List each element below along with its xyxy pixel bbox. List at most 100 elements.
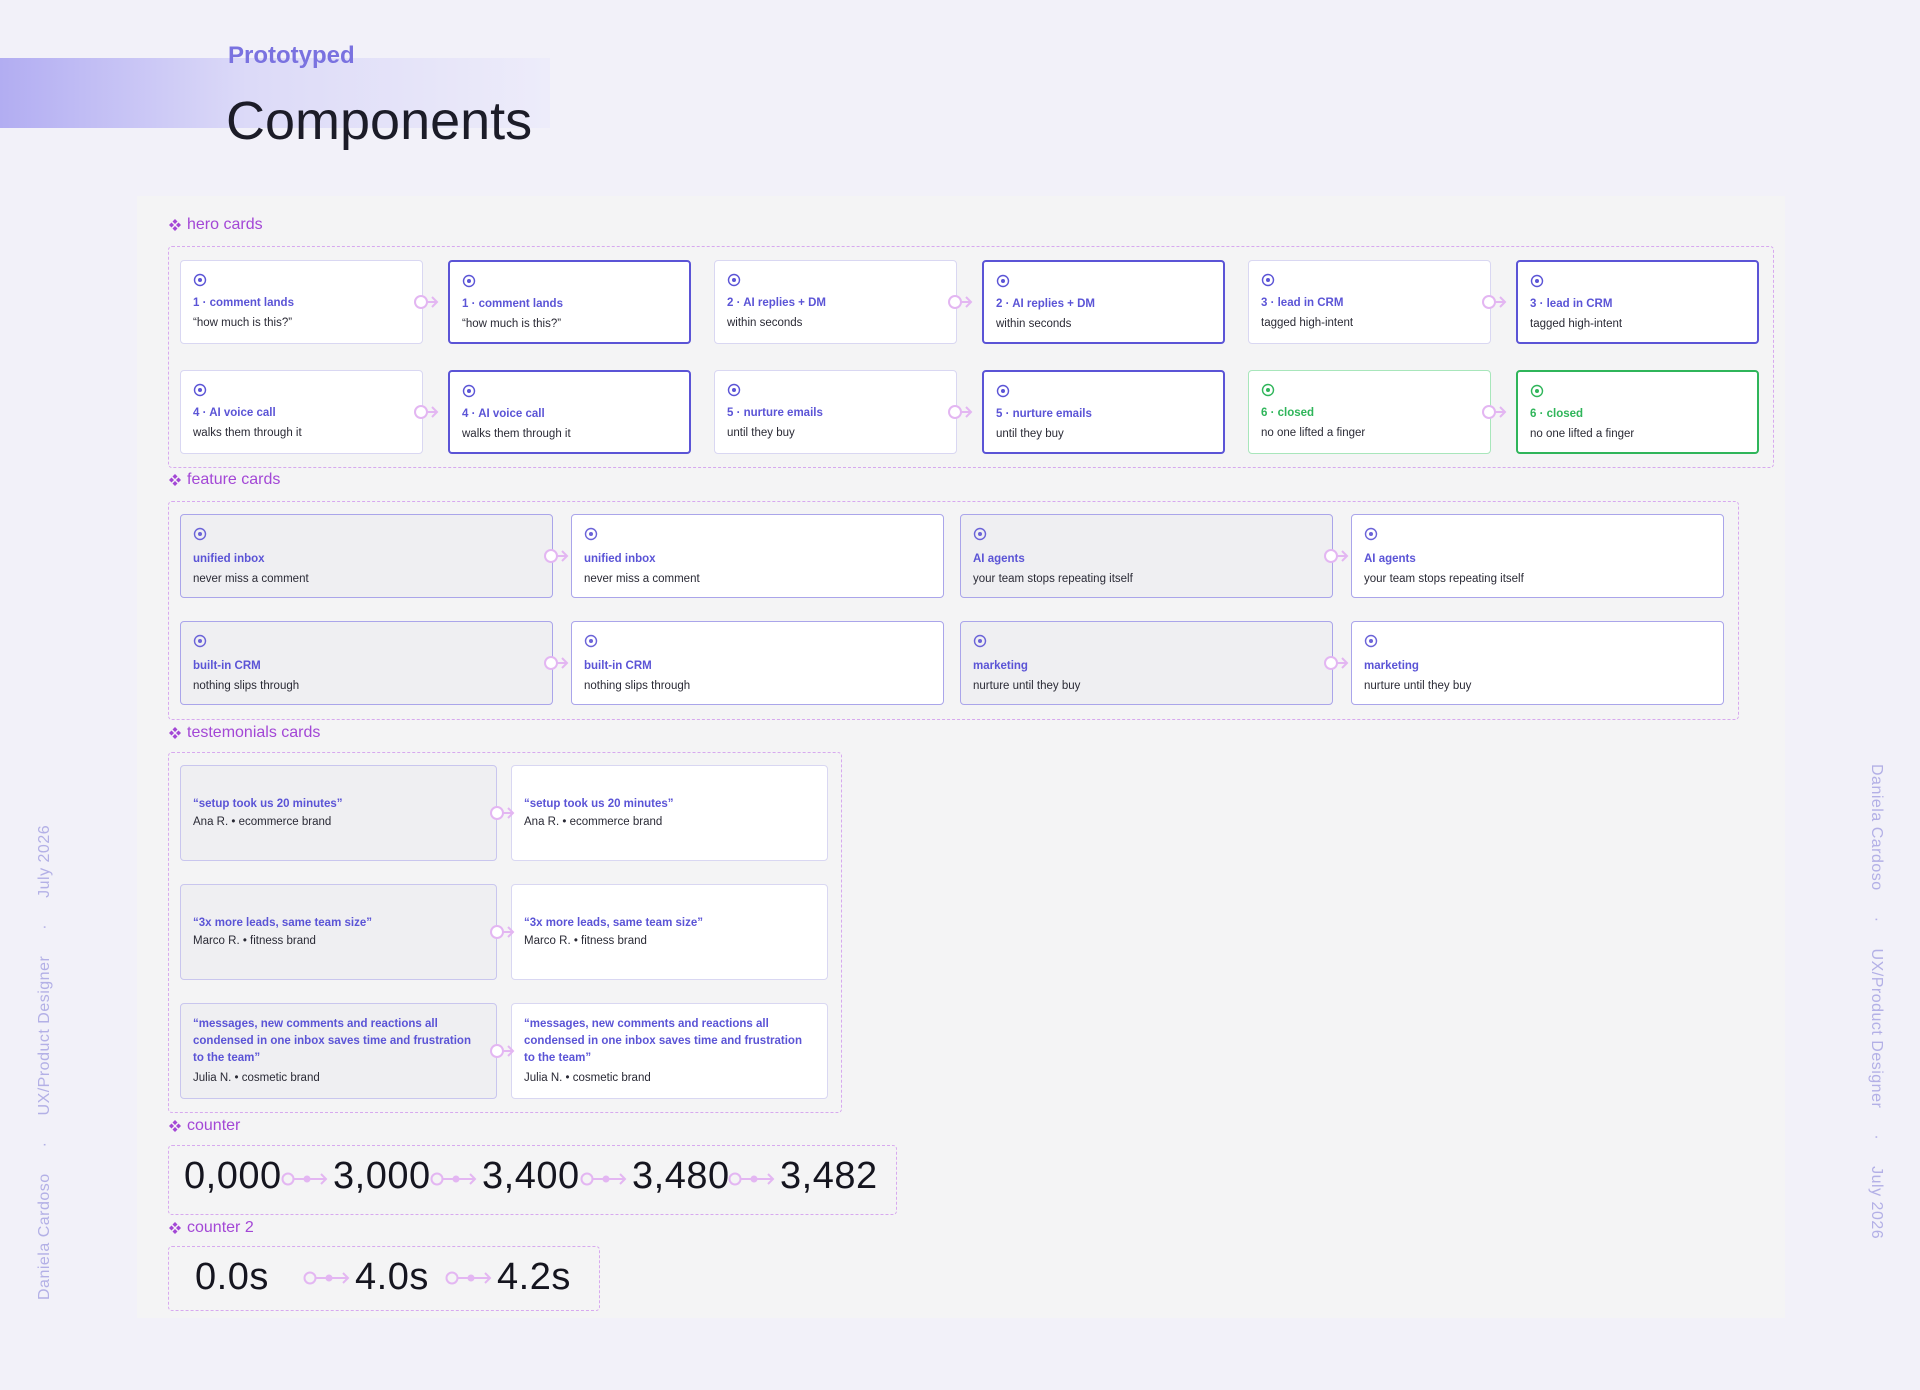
credit-role: UX/Product Designer [1868, 948, 1885, 1109]
connector [1324, 549, 1349, 563]
card-text: tagged high-intent [1261, 317, 1354, 329]
connector [445, 1271, 492, 1284]
card-text: nurture until they buy [973, 680, 1081, 692]
hero-card: 4 · AI voice call walks them through it [448, 370, 691, 454]
counter-value: 0,000 [184, 1155, 282, 1197]
section-title: counter 2 [187, 1219, 254, 1236]
testimonial-author: Ana R. • ecommerce brand [524, 816, 663, 828]
testimonial-author: Marco R. • fitness brand [193, 935, 316, 947]
eyebrow: Prototyped [228, 42, 355, 69]
separator: · [1868, 1134, 1885, 1141]
side-credit: Daniela Cardoso · UX/Product Designer · July… [1867, 764, 1885, 1239]
connector [490, 1044, 515, 1058]
card-title: unified inbox [193, 553, 265, 565]
section-title: testemonials cards [187, 724, 321, 741]
card-text: never miss a comment [193, 573, 309, 585]
icon [462, 384, 476, 398]
connector [303, 1271, 350, 1284]
component-frame [168, 1246, 600, 1311]
section-icon [169, 1120, 181, 1132]
icon [584, 634, 598, 648]
icon [996, 384, 1010, 398]
separator: · [36, 923, 53, 930]
card-text: “how much is this?” [462, 318, 562, 330]
section-label: hero cards [168, 216, 263, 234]
testimonial-quote: “setup took us 20 minutes” [193, 798, 343, 810]
hero-card: 3 · lead in CRM tagged high-intent [1516, 260, 1759, 344]
card-text: nothing slips through [584, 680, 691, 692]
testimonial-quote: “3x more leads, same team size” [524, 917, 703, 929]
card-title: 2 · AI replies + DM [727, 297, 826, 309]
connector [948, 405, 973, 419]
icon [584, 527, 598, 541]
section-title: feature cards [187, 471, 281, 488]
section-icon [169, 219, 181, 231]
icon [1261, 273, 1275, 287]
card-title: 4 · AI voice call [193, 407, 276, 419]
card-title: AI agents [973, 553, 1025, 565]
icon [973, 527, 987, 541]
card-title: 5 · nurture emails [727, 407, 823, 419]
card-title: built-in CRM [193, 660, 261, 672]
credit-author: Daniela Cardoso [36, 1173, 53, 1300]
card-text: until they buy [727, 427, 795, 439]
icon [462, 274, 476, 288]
testimonial-card: “messages, new comments and reactions al… [511, 1003, 828, 1099]
icon [996, 274, 1010, 288]
hero-card: 3 · lead in CRM tagged high-intent [1248, 260, 1491, 344]
component-frame [168, 1145, 897, 1215]
component-frame [168, 246, 1774, 468]
feature-card: built-in CRM nothing slips through [571, 621, 944, 705]
icon [193, 273, 207, 287]
connector [544, 549, 569, 563]
connector [728, 1172, 775, 1186]
card-text: within seconds [727, 317, 803, 329]
header-band [0, 58, 550, 128]
credit-role: UX/Product Designer [36, 955, 53, 1116]
counter-value: 0.0s [195, 1256, 269, 1298]
section-icon [169, 1222, 181, 1234]
separator: · [1868, 916, 1885, 923]
icon [973, 634, 987, 648]
testimonial-author: Ana R. • ecommerce brand [193, 816, 332, 828]
section-label: counter 2 [168, 1219, 254, 1237]
connector [414, 405, 439, 419]
credit-date: July 2026 [1868, 1166, 1885, 1240]
testimonial-author: Julia N. • cosmetic brand [193, 1072, 320, 1084]
card-title: marketing [973, 660, 1028, 672]
card-text: your team stops repeating itself [973, 573, 1133, 585]
connector [948, 295, 973, 309]
connector [490, 925, 515, 939]
feature-card: marketing nurture until they buy [1351, 621, 1724, 705]
testimonial-author: Julia N. • cosmetic brand [524, 1072, 651, 1084]
hero-card: 1 · comment lands “how much is this?” [180, 260, 423, 344]
counter-value: 4.2s [497, 1256, 571, 1298]
counter-value: 3,482 [780, 1155, 878, 1197]
testimonial-quote: “setup took us 20 minutes” [524, 798, 674, 810]
card-title: 1 · comment lands [462, 298, 563, 310]
testimonial-quote: “messages, new comments and reactions al… [193, 1018, 471, 1064]
card-title: unified inbox [584, 553, 656, 565]
counter-value: 3,000 [333, 1155, 431, 1197]
card-text: nothing slips through [193, 680, 300, 692]
icon [1530, 274, 1544, 288]
feature-card: unified inbox never miss a comment [180, 514, 553, 598]
hero-card: 6 · closed no one lifted a finger [1516, 370, 1759, 454]
icon [1364, 634, 1378, 648]
icon [727, 273, 741, 287]
separator: · [36, 1141, 53, 1148]
testimonial-card: “3x more leads, same team size” Marco R. … [511, 884, 828, 980]
hero-card: 6 · closed no one lifted a finger [1248, 370, 1491, 454]
icon [1530, 384, 1544, 398]
feature-card: built-in CRM nothing slips through [180, 621, 553, 705]
hero-card: 1 · comment lands “how much is this?” [448, 260, 691, 344]
icon [193, 527, 207, 541]
section-label: counter [168, 1117, 240, 1135]
card-title: 3 · lead in CRM [1261, 297, 1344, 309]
testimonial-card: “messages, new comments and reactions al… [180, 1003, 497, 1099]
credit-date: July 2026 [36, 824, 53, 898]
hero-card: 4 · AI voice call walks them through it [180, 370, 423, 454]
testimonial-author: Marco R. • fitness brand [524, 935, 647, 947]
hero-card: 2 · AI replies + DM within seconds [714, 260, 957, 344]
card-text: walks them through it [193, 427, 302, 439]
